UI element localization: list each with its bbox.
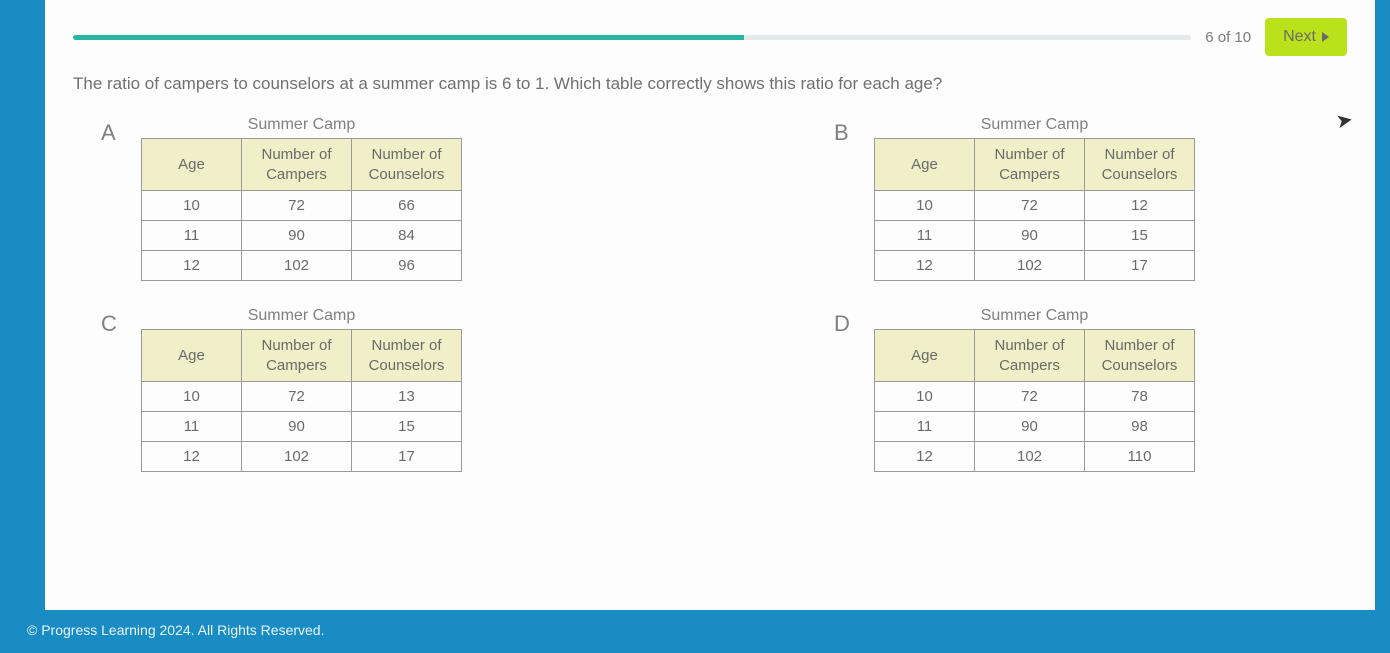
chevron-right-icon [1322,32,1329,42]
option-letter: B [834,120,856,146]
option-letter: D [834,311,856,337]
option-c[interactable]: C Summer Camp Age Number ofCampers Numbe… [101,307,614,472]
col-campers: Number ofCampers [975,139,1085,191]
table-row: 119015 [875,221,1195,251]
col-age: Age [875,139,975,191]
table-row: 107212 [875,191,1195,221]
table-header-row: Age Number ofCampers Number ofCounselors [142,330,462,382]
table-row: 119084 [142,221,462,251]
col-counselors: Number ofCounselors [1085,139,1195,191]
top-bar: 6 of 10 Next [73,18,1347,56]
table-row: 119098 [875,412,1195,442]
col-counselors: Number ofCounselors [352,139,462,191]
next-button[interactable]: Next [1265,18,1347,56]
table-row: 1210296 [142,251,462,281]
table-row: 12102110 [875,442,1195,472]
table-row: 107266 [142,191,462,221]
table-title: Summer Camp [141,307,462,325]
option-a[interactable]: A Summer Camp Age Number ofCampers Numbe… [101,116,614,281]
option-table: Age Number ofCampers Number ofCounselors… [874,138,1195,281]
table-title: Summer Camp [141,116,462,134]
col-age: Age [142,139,242,191]
progress-counter: 6 of 10 [1205,29,1251,46]
option-table: Age Number ofCampers Number ofCounselors… [141,329,462,472]
table-row: 107278 [875,382,1195,412]
footer-text: © Progress Learning 2024. All Rights Res… [15,614,336,646]
option-b[interactable]: B Summer Camp Age Number ofCampers Numbe… [834,116,1347,281]
col-counselors: Number ofCounselors [1085,330,1195,382]
question-text: The ratio of campers to counselors at a … [73,74,1347,94]
progress-fill [73,35,744,40]
table-title: Summer Camp [874,116,1195,134]
option-table: Age Number ofCampers Number ofCounselors… [141,138,462,281]
option-letter: A [101,120,123,146]
table-header-row: Age Number ofCampers Number ofCounselors [875,330,1195,382]
table-row: 1210217 [875,251,1195,281]
table-header-row: Age Number ofCampers Number ofCounselors [142,139,462,191]
options-grid: A Summer Camp Age Number ofCampers Numbe… [73,116,1347,472]
option-letter: C [101,311,123,337]
col-age: Age [875,330,975,382]
col-campers: Number ofCampers [975,330,1085,382]
col-counselors: Number ofCounselors [352,330,462,382]
table-row: 107213 [142,382,462,412]
option-table-wrap: Summer Camp Age Number ofCampers Number … [141,307,462,472]
option-d[interactable]: D Summer Camp Age Number ofCampers Numbe… [834,307,1347,472]
option-table-wrap: Summer Camp Age Number ofCampers Number … [874,307,1195,472]
col-campers: Number ofCampers [242,330,352,382]
option-table-wrap: Summer Camp Age Number ofCampers Number … [874,116,1195,281]
col-campers: Number ofCampers [242,139,352,191]
option-table-wrap: Summer Camp Age Number ofCampers Number … [141,116,462,281]
table-title: Summer Camp [874,307,1195,325]
table-row: 119015 [142,412,462,442]
cursor-icon: ➤ [1334,107,1355,135]
table-row: 1210217 [142,442,462,472]
next-button-label: Next [1283,28,1316,46]
col-age: Age [142,330,242,382]
progress-bar [73,35,1191,40]
question-page: 6 of 10 Next The ratio of campers to cou… [45,0,1375,610]
option-table: Age Number ofCampers Number ofCounselors… [874,329,1195,472]
table-header-row: Age Number ofCampers Number ofCounselors [875,139,1195,191]
